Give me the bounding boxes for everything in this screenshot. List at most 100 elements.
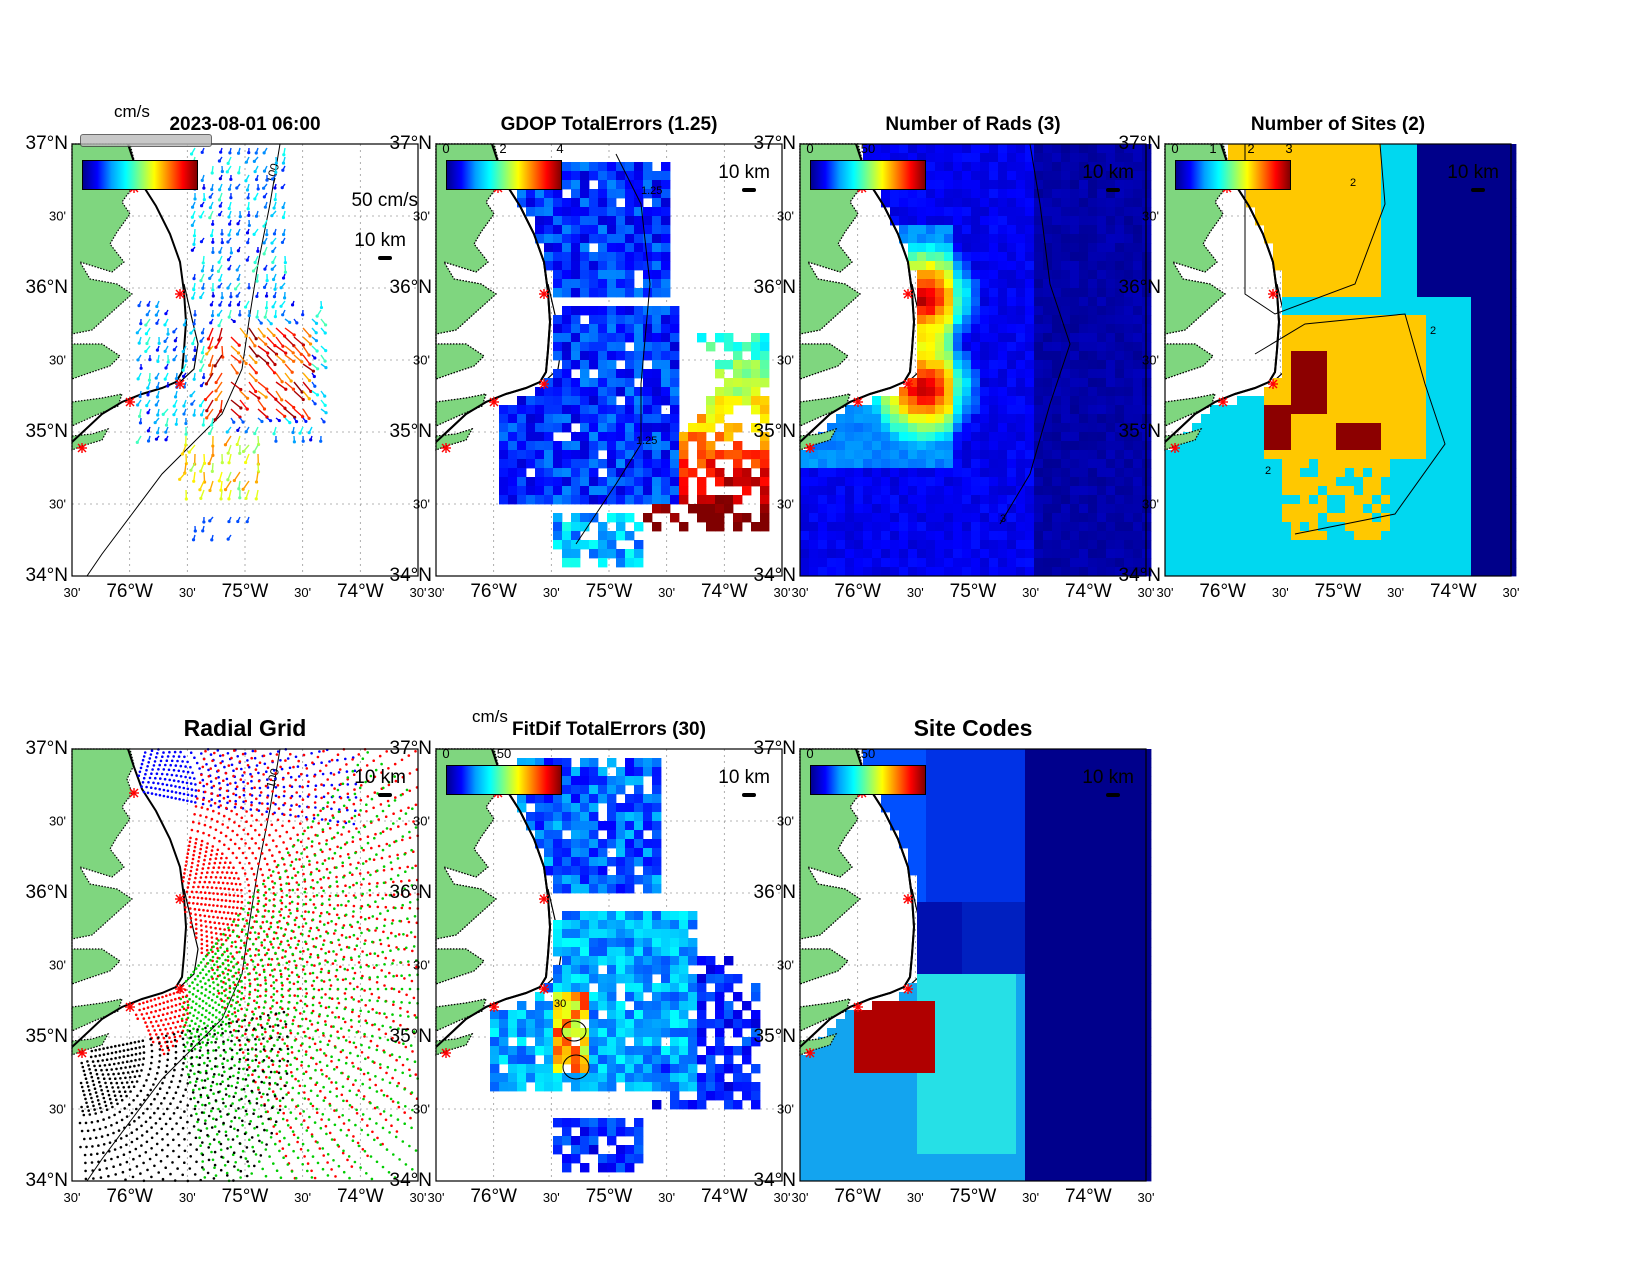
panel-title: 2023-08-01 06:00 <box>169 114 321 135</box>
site-marker <box>1170 443 1180 453</box>
scale-bar <box>1106 793 1120 797</box>
panel-title: Radial Grid <box>183 715 307 741</box>
latitude-label: 35°N <box>389 1026 432 1047</box>
longitude-minor-label: 30' <box>1022 585 1040 600</box>
latitude-minor-label: 30' <box>49 496 66 512</box>
longitude-label: 76°W <box>834 581 881 602</box>
scale-bar <box>742 793 756 797</box>
latitude-label: 35°N <box>25 1026 68 1047</box>
latitude-label: 37°N <box>753 738 796 759</box>
site-marker <box>539 894 549 904</box>
latitude-label: 35°N <box>389 421 432 442</box>
latitude-label: 34°N <box>1118 565 1161 586</box>
heatmap-cells <box>1165 144 1517 577</box>
longitude-label: 75°W <box>949 581 997 602</box>
heatmap-cells <box>800 749 1152 1182</box>
panel-title: Number of Rads (3) <box>885 114 1061 135</box>
latitude-label: 34°N <box>389 1170 432 1191</box>
latitude-label: 34°N <box>753 565 796 586</box>
axes-frame <box>435 748 783 1182</box>
latitude-minor-label: 30' <box>777 957 794 973</box>
latitude-label: 34°N <box>389 565 432 586</box>
longitude-minor-label: 30' <box>1502 585 1520 600</box>
scale-label: 10 km <box>1447 162 1499 183</box>
coastline <box>1164 143 1281 443</box>
latitude-label: 37°N <box>25 738 68 759</box>
colorbar-tick-label: 3 <box>1285 141 1293 156</box>
latitude-label: 36°N <box>389 882 432 903</box>
scale-label: 10 km <box>354 767 406 788</box>
scale-label: 10 km <box>718 767 770 788</box>
longitude-label: 76°W <box>470 1186 517 1207</box>
map-canvas: 100 <box>71 748 420 1183</box>
contour-line <box>1254 313 1446 535</box>
latitude-label: 36°N <box>1118 277 1161 298</box>
scale-bar <box>1106 188 1120 192</box>
isobath-line <box>86 143 281 577</box>
site-marker <box>441 1048 451 1058</box>
site-marker <box>805 1048 815 1058</box>
land-mass <box>799 393 851 427</box>
longitude-label: 74°W <box>700 1186 748 1207</box>
contour-label: 30 <box>554 998 566 1010</box>
site-marker <box>805 443 815 453</box>
contour-line <box>999 143 1071 525</box>
land-mass <box>435 393 487 427</box>
land-mass <box>799 998 851 1032</box>
latitude-label: 36°N <box>753 882 796 903</box>
longitude-minor-label: 30' <box>427 1190 445 1205</box>
latitude-label: 34°N <box>25 565 68 586</box>
map-panel-p5: 100 Radial Grid 10 km 37°N 36°N 35°N 34°N 30' 30… <box>26 715 427 1207</box>
scale-label: 10 km <box>718 162 770 183</box>
latitude-minor-label: 30' <box>49 352 66 368</box>
scale-label: 10 km <box>354 230 406 251</box>
map-panel-p7: Site Codes 0 50 10 km 37°N 36°N 35°N 34°N 30' 30'… <box>754 715 1155 1207</box>
site-marker <box>441 443 451 453</box>
colorbar-tick-label: 4 <box>556 141 564 156</box>
coastline <box>71 748 188 1048</box>
latitude-minor-label: 30' <box>413 208 430 224</box>
longitude-minor-label: 30' <box>773 585 791 600</box>
latitude-label: 37°N <box>753 133 796 154</box>
contour-line <box>562 1054 590 1080</box>
site-marker <box>175 289 185 299</box>
site-marker <box>853 1002 863 1012</box>
longitude-label: 76°W <box>106 1186 153 1207</box>
coastline <box>799 748 916 1048</box>
scale-bar <box>1471 188 1485 192</box>
colorbar-unit: cm/s <box>114 102 150 121</box>
latitude-label: 35°N <box>25 421 68 442</box>
longitude-label: 76°W <box>470 581 517 602</box>
latitude-minor-label: 30' <box>413 496 430 512</box>
colorbar <box>446 160 562 190</box>
site-marker <box>175 894 185 904</box>
longitude-minor-label: 30' <box>427 585 445 600</box>
map-canvas <box>799 748 1152 1182</box>
radial-grid-points <box>78 748 420 1183</box>
latitude-minor-label: 30' <box>413 957 430 973</box>
longitude-minor-label: 30' <box>791 585 809 600</box>
site-marker <box>125 397 135 407</box>
current-vectors <box>135 147 328 542</box>
map-panel-p1: 100 2023-08-01 06:00 cm/s 50 cm/s 10 km 37°N 3… <box>26 102 427 602</box>
longitude-minor-label: 30' <box>906 1190 924 1205</box>
site-marker <box>539 984 549 994</box>
latitude-minor-label: 30' <box>777 1101 794 1117</box>
panel-title: Site Codes <box>913 715 1033 741</box>
axes-frame <box>799 143 1147 577</box>
latitude-minor-label: 30' <box>413 813 430 829</box>
longitude-minor-label: 30' <box>63 1190 81 1205</box>
longitude-label: 74°W <box>1064 1186 1112 1207</box>
site-marker <box>1218 397 1228 407</box>
colorbar-unit: cm/s <box>472 707 508 726</box>
land-mass <box>1164 393 1216 427</box>
colorbar-tick-label: 50 <box>860 141 876 156</box>
coastline <box>435 143 552 443</box>
colorbar-tick-label: 2 <box>1247 141 1255 156</box>
latitude-label: 37°N <box>389 738 432 759</box>
contour-line <box>1244 143 1386 315</box>
colorbar <box>446 765 562 795</box>
latitude-minor-label: 30' <box>413 352 430 368</box>
scale-label: 10 km <box>1082 162 1134 183</box>
site-marker <box>77 1048 87 1058</box>
